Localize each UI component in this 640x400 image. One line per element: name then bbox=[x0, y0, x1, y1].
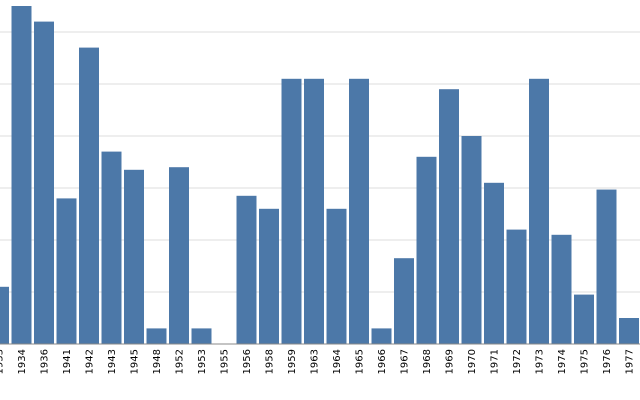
x-tick-label-1971: 1971 bbox=[490, 349, 501, 374]
x-tick-label-1959: 1959 bbox=[287, 349, 298, 374]
x-tick-label-1955: 1955 bbox=[220, 349, 231, 374]
x-tick-label-1976: 1976 bbox=[602, 349, 613, 374]
bar-1967 bbox=[394, 258, 414, 344]
bar-1934 bbox=[11, 6, 32, 344]
bar-1965 bbox=[349, 78, 369, 345]
x-tick-label-1936: 1936 bbox=[40, 349, 51, 374]
x-tick-label-1975: 1975 bbox=[580, 349, 591, 374]
bar-1964 bbox=[326, 208, 347, 344]
bar-1963 bbox=[304, 78, 324, 345]
bar-1972 bbox=[506, 229, 527, 344]
bar-1936 bbox=[34, 21, 54, 344]
bar-1948 bbox=[146, 328, 167, 344]
x-tick-label-1968: 1968 bbox=[422, 349, 433, 374]
bar-1976 bbox=[596, 189, 617, 344]
x-tick-label-1967: 1967 bbox=[400, 349, 411, 374]
x-tick-label-1969: 1969 bbox=[445, 349, 456, 374]
x-tick-label-1974: 1974 bbox=[557, 349, 568, 374]
x-tick-label-1952: 1952 bbox=[175, 349, 186, 374]
bar-1933 bbox=[0, 286, 9, 344]
bar-1968 bbox=[416, 156, 437, 344]
x-tick-label-1945: 1945 bbox=[130, 349, 141, 374]
x-tick-label-1942: 1942 bbox=[85, 349, 96, 374]
bar-1941 bbox=[56, 198, 77, 344]
x-tick-label-1977: 1977 bbox=[625, 349, 636, 374]
bar-1971 bbox=[484, 182, 504, 344]
bar-1952 bbox=[169, 167, 189, 344]
x-tick-label-1970: 1970 bbox=[467, 349, 478, 374]
x-tick-label-1953: 1953 bbox=[197, 349, 208, 374]
bar-1945 bbox=[124, 169, 144, 344]
bar-1943 bbox=[101, 151, 122, 344]
x-tick-label-1943: 1943 bbox=[107, 349, 118, 374]
bar-1974 bbox=[551, 234, 572, 344]
x-tick-label-1933: 1933 bbox=[0, 349, 6, 374]
bar-1958 bbox=[259, 208, 279, 344]
bar-1973 bbox=[529, 78, 549, 345]
bar-1970 bbox=[461, 136, 482, 344]
bars bbox=[0, 6, 639, 345]
bar-1966 bbox=[371, 328, 392, 344]
x-tick-label-1958: 1958 bbox=[265, 349, 276, 374]
x-tick-label-1956: 1956 bbox=[242, 349, 253, 374]
bar-1953 bbox=[191, 328, 212, 344]
x-tick-labels: 1933 1934 1936 1941 1942 1943 1945 1948 1952 1953… bbox=[0, 349, 636, 374]
x-tick-label-1941: 1941 bbox=[62, 349, 73, 374]
bar-1959 bbox=[281, 78, 302, 345]
x-tick-label-1973: 1973 bbox=[535, 349, 546, 374]
x-tick-label-1972: 1972 bbox=[512, 349, 523, 374]
bar-1942 bbox=[79, 47, 99, 344]
x-tick-label-1964: 1964 bbox=[332, 349, 343, 374]
x-tick-label-1948: 1948 bbox=[152, 349, 163, 374]
bar-1956 bbox=[236, 195, 257, 344]
bar-1969 bbox=[439, 89, 459, 344]
x-tick-label-1934: 1934 bbox=[17, 349, 28, 374]
x-tick-label-1965: 1965 bbox=[355, 349, 366, 374]
x-tick-label-1963: 1963 bbox=[310, 349, 321, 374]
bar-1975 bbox=[574, 294, 594, 344]
x-tick-label-1966: 1966 bbox=[377, 349, 388, 374]
bar-1977 bbox=[619, 318, 639, 344]
